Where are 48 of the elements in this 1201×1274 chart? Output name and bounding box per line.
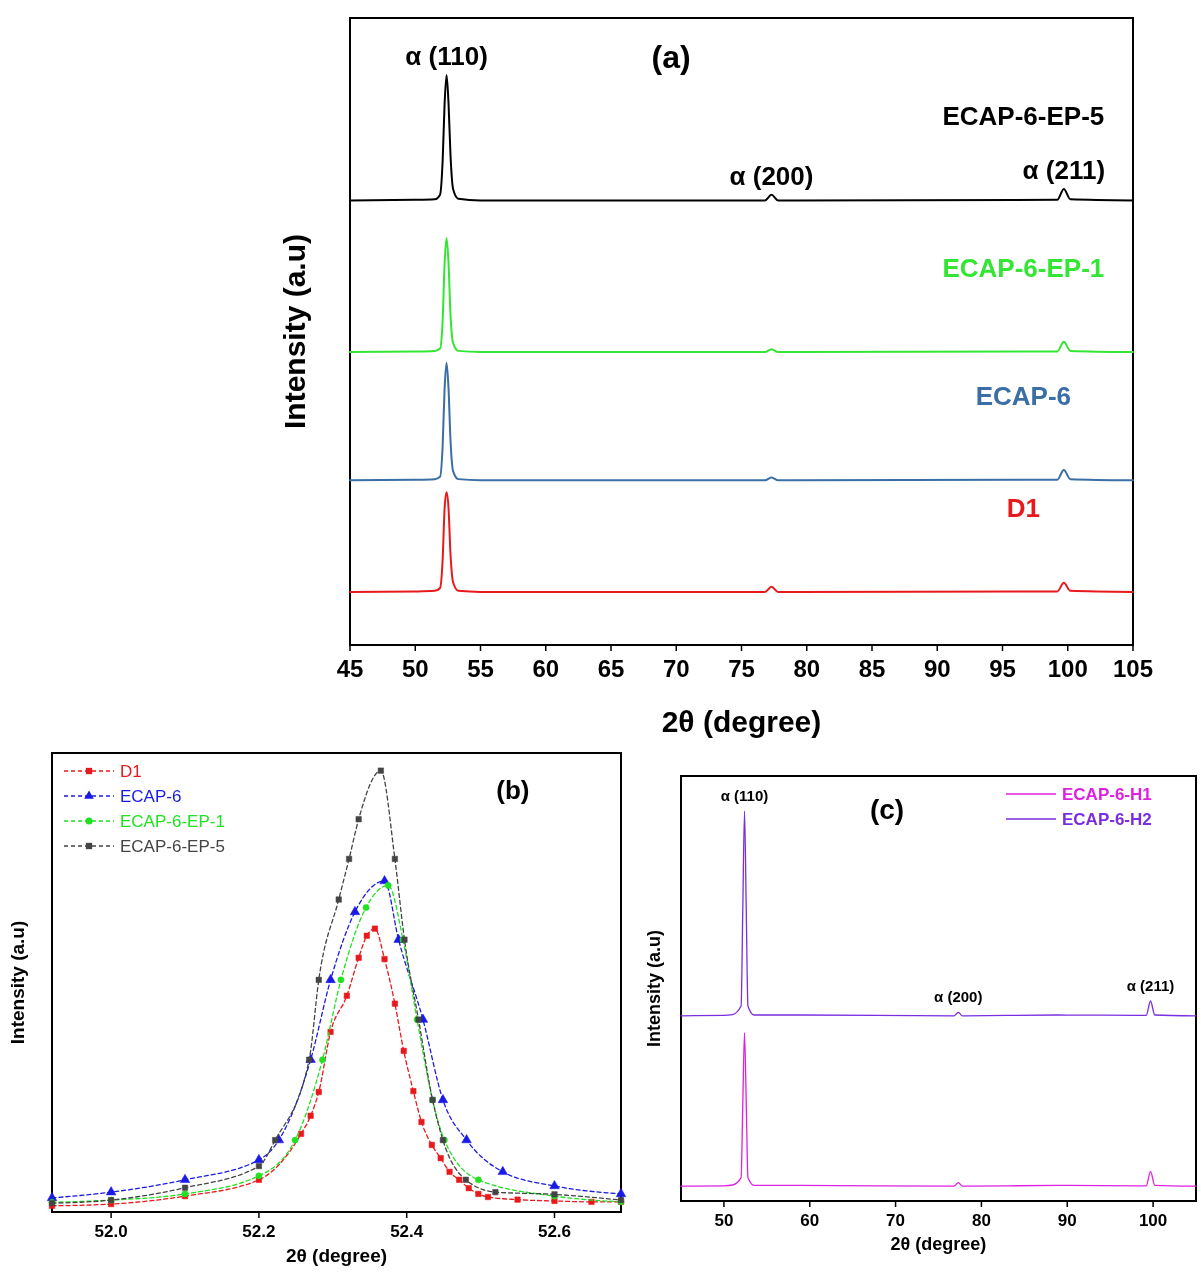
x-axis-title: 2θ (degree)	[661, 705, 822, 738]
annotation: α (200)	[934, 988, 983, 1006]
x-tick-label: 60	[532, 655, 560, 682]
x-tick-label: 52.4	[390, 1222, 424, 1241]
text: D1	[1006, 492, 1041, 523]
x-tick-label: 55	[467, 655, 494, 682]
x-tick-label: 52.0	[94, 1222, 128, 1241]
legend-label: ECAP-6-EP-1	[120, 811, 225, 831]
x-tick-label: 85	[858, 655, 886, 682]
x-tick-label: 52.2	[242, 1222, 276, 1241]
x-tick-label: 70	[886, 1211, 906, 1230]
x-tick-label: 80	[971, 1211, 991, 1230]
text: ECAP-6-EP-5	[942, 101, 1105, 132]
x-tick-label: 100	[1138, 1211, 1168, 1230]
text: ECAP-6	[975, 381, 1072, 412]
legend-label: ECAP-6-EP-5	[120, 836, 225, 856]
x-axis-title: 2θ (degree)	[285, 1245, 388, 1266]
y-axis-title: Intensity (a.u)	[278, 233, 311, 430]
legend-label: ECAP-6-H2	[1062, 809, 1152, 829]
annotation: α (211)	[1126, 976, 1175, 994]
annotation: α (110)	[720, 787, 769, 805]
legend-label: ECAP-6-H1	[1062, 784, 1152, 804]
text: ECAP-6-EP-1	[942, 253, 1105, 284]
x-tick-label: 90	[923, 655, 951, 682]
x-tick-label: 100	[1047, 655, 1088, 682]
x-tick-label: 52.6	[537, 1222, 572, 1241]
x-tick-label: 45	[336, 655, 364, 682]
y-axis-title: Intensity (a.u)	[7, 920, 28, 1045]
legend-label: D1	[120, 761, 142, 781]
x-tick-label: 50	[401, 655, 429, 682]
legend-label: ECAP-6	[120, 786, 182, 806]
x-tick-label: 60	[800, 1211, 820, 1230]
x-tick-label: 90	[1057, 1211, 1077, 1230]
chart-title: (b)	[496, 774, 530, 805]
x-tick-label: 70	[662, 655, 690, 682]
chart-title: (c)	[869, 793, 905, 825]
x-tick-label: 50	[714, 1211, 734, 1230]
x-axis-title: 2θ (degree)	[890, 1234, 987, 1254]
x-tick-label: 95	[989, 655, 1016, 682]
annotation: α (110)	[405, 41, 488, 71]
y-axis-title: Intensity (a.u)	[644, 929, 664, 1048]
annotation: α (200)	[729, 160, 814, 191]
x-tick-label: 75	[728, 655, 755, 682]
x-tick-label: 80	[793, 655, 821, 682]
x-tick-label: 105	[1112, 655, 1154, 682]
x-tick-label: 65	[597, 655, 625, 682]
annotation: α (211)	[1022, 155, 1106, 185]
chart-title: (a)	[651, 39, 691, 76]
